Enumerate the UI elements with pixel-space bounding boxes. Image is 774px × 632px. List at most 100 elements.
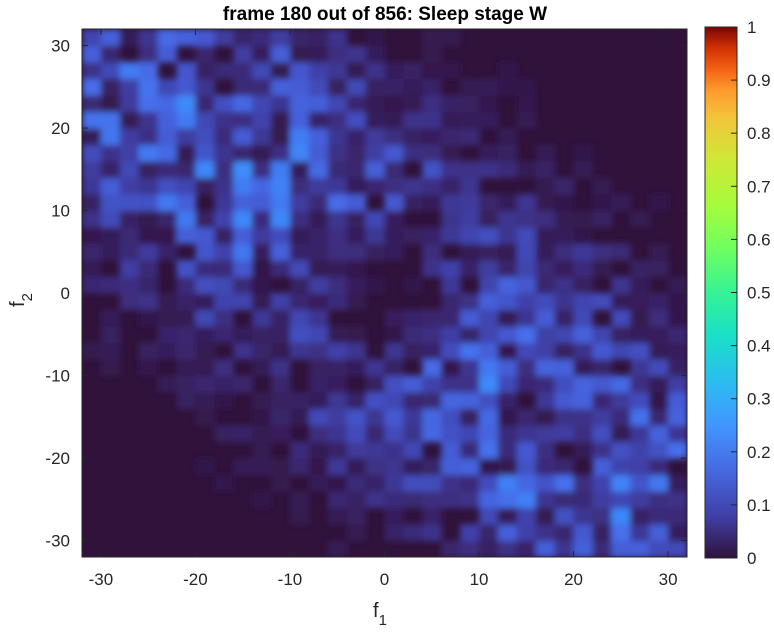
- heat-cell: [346, 474, 367, 492]
- heat-cell: [668, 309, 687, 327]
- heat-cell: [535, 293, 556, 311]
- heat-cell: [327, 45, 348, 63]
- heat-cell: [441, 293, 461, 311]
- heat-cell: [365, 161, 386, 179]
- heat-cell: [497, 392, 518, 410]
- heat-cell: [460, 326, 480, 344]
- heat-cell: [668, 540, 687, 557]
- heat-cell: [157, 243, 178, 261]
- heat-cell: [252, 260, 272, 278]
- heat-cell: [157, 111, 178, 129]
- heat-cell: [554, 375, 575, 393]
- heat-cell: [535, 392, 556, 410]
- heat-cell: [535, 491, 556, 509]
- heat-cell: [422, 309, 442, 327]
- heat-cell: [82, 227, 102, 245]
- heat-cell: [554, 342, 575, 360]
- heat-cell: [554, 309, 575, 327]
- heat-cell: [516, 524, 537, 542]
- heat-cell: [460, 309, 480, 327]
- heat-cell: [497, 161, 518, 179]
- heat-cell: [308, 474, 329, 492]
- heat-cell: [384, 227, 405, 245]
- heat-cell: [384, 375, 405, 393]
- heat-cell: [535, 540, 556, 557]
- colorbar-tick-label: 0: [747, 549, 756, 568]
- heat-cell: [554, 359, 575, 377]
- heat-cell: [346, 425, 367, 443]
- heat-cell: [308, 276, 329, 294]
- heat-cell: [497, 78, 518, 96]
- heat-cell: [611, 474, 631, 492]
- heat-cell: [422, 29, 442, 47]
- heat-cell: [289, 111, 310, 129]
- heat-cell: [535, 474, 556, 492]
- heat-cell: [554, 392, 575, 410]
- heat-cell: [195, 392, 215, 410]
- heat-cell: [573, 441, 594, 459]
- heat-cell: [441, 342, 461, 360]
- heat-cell: [346, 78, 367, 96]
- heat-cell: [611, 375, 631, 393]
- heat-cell: [573, 474, 594, 492]
- heat-cell: [460, 293, 480, 311]
- heat-cell: [554, 540, 575, 557]
- heat-cell: [497, 128, 518, 146]
- heat-cell: [82, 276, 102, 294]
- heat-cell: [214, 392, 234, 410]
- heat-cell: [592, 458, 612, 476]
- x-tick-label: 0: [380, 570, 389, 589]
- heat-cell: [384, 177, 405, 195]
- heat-cell: [441, 392, 461, 410]
- heat-cell: [195, 243, 215, 261]
- heat-cell: [308, 95, 329, 113]
- heat-cell: [233, 62, 253, 80]
- y-tick-label: 30: [51, 37, 70, 56]
- heat-cell: [365, 128, 386, 146]
- heat-cell: [271, 375, 291, 393]
- heat-cell: [592, 491, 612, 509]
- heat-cell: [441, 375, 461, 393]
- heat-cell: [308, 128, 329, 146]
- heat-cell: [630, 276, 650, 294]
- heat-cell: [327, 29, 348, 47]
- heat-cell: [308, 326, 329, 344]
- heat-cell: [479, 95, 499, 113]
- heat-cell: [289, 177, 310, 195]
- heat-cell: [592, 359, 612, 377]
- heat-cell: [497, 210, 518, 228]
- heat-cell: [82, 243, 102, 261]
- heat-cell: [138, 210, 159, 228]
- heat-cell: [195, 210, 215, 228]
- y-tick-label: -20: [45, 449, 70, 468]
- heat-cell: [271, 78, 291, 96]
- heat-cell: [668, 342, 687, 360]
- heat-cell: [403, 425, 423, 443]
- heat-cell: [516, 161, 537, 179]
- heat-cell: [422, 342, 442, 360]
- heat-cell: [271, 293, 291, 311]
- heat-cell: [516, 326, 537, 344]
- heat-cell: [516, 441, 537, 459]
- heat-cell: [346, 227, 367, 245]
- heat-cell: [460, 260, 480, 278]
- heat-cell: [157, 293, 178, 311]
- heat-cell: [460, 375, 480, 393]
- heat-cell: [611, 491, 631, 509]
- heat-cell: [384, 161, 405, 179]
- heat-cell: [497, 540, 518, 557]
- heat-cell: [365, 62, 386, 80]
- heat-cell: [308, 293, 329, 311]
- heat-cell: [252, 359, 272, 377]
- heat-cell: [497, 342, 518, 360]
- heat-cell: [479, 161, 499, 179]
- x-tick-label: 30: [659, 570, 678, 589]
- heat-cell: [138, 95, 159, 113]
- heat-cell: [460, 177, 480, 195]
- heat-cell: [441, 95, 461, 113]
- heat-cell: [668, 474, 687, 492]
- heat-cell: [592, 293, 612, 311]
- heat-cell: [460, 359, 480, 377]
- heat-cell: [516, 491, 537, 509]
